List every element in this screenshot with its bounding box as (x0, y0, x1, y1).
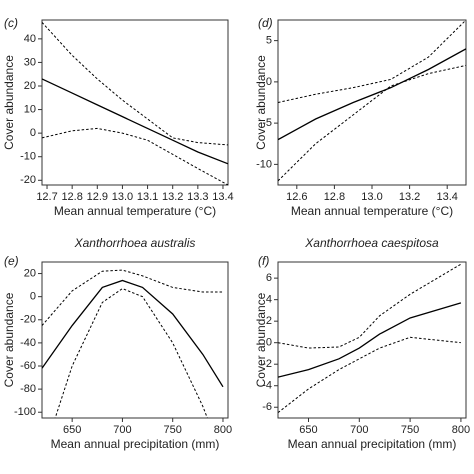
y-tick-label: 4 (266, 294, 272, 306)
fit-line (42, 78, 228, 165)
confidence-line (54, 288, 208, 418)
confidence-line (278, 336, 461, 414)
plot-frame (277, 261, 467, 419)
y-tick-label: 10 (24, 103, 36, 115)
y-tick-label: -5 (262, 117, 272, 129)
y-tick-label: -10 (256, 158, 272, 170)
y-axis-label: Cover abundance (254, 55, 268, 150)
confidence-line (42, 269, 223, 326)
x-tick-label: 700 (350, 424, 368, 436)
y-tick-label: -20 (20, 314, 36, 326)
curves (278, 20, 466, 182)
confidence-line (278, 20, 466, 103)
plot-frame (277, 19, 467, 186)
x-tick-label: 800 (452, 424, 470, 436)
y-tick-label: 40 (24, 33, 36, 45)
confidence-line (42, 22, 228, 146)
y-tick-label: 20 (24, 267, 36, 279)
y-tick-label: 20 (24, 80, 36, 92)
panel-title: Xanthorrhoea australis (74, 236, 196, 250)
panel-label: (c) (4, 16, 18, 30)
x-tick-label: 800 (214, 424, 232, 436)
y-tick-label: 6 (266, 272, 272, 284)
x-tick-label: 13.3 (187, 191, 208, 203)
confidence-line (42, 127, 228, 185)
y-tick-label: -2 (262, 358, 272, 370)
y-axis-label: Cover abundance (254, 292, 268, 387)
x-tick-label: 13.1 (137, 191, 158, 203)
y-tick-label: 0 (30, 127, 36, 139)
confidence-line (278, 263, 462, 349)
x-tick-label: 13.2 (162, 191, 183, 203)
x-tick-label: 12.8 (61, 191, 82, 203)
x-axis-label: Mean annual temperature (°C) (54, 204, 216, 218)
x-tick-label: 12.9 (87, 191, 108, 203)
fit-line (42, 279, 224, 388)
y-tick-label: 0 (266, 76, 272, 88)
curves (42, 269, 224, 418)
y-tick-label: 0 (30, 291, 36, 303)
x-tick-label: 12.6 (286, 191, 307, 203)
y-tick-label: 2 (266, 315, 272, 327)
plot-frame (41, 19, 229, 186)
x-tick-label: 13.4 (212, 191, 233, 203)
y-tick-label: -100 (14, 406, 36, 418)
fit-line (278, 48, 466, 141)
x-tick-label: 13.0 (361, 191, 382, 203)
y-tick-label: -80 (20, 383, 36, 395)
x-tick-label: 700 (113, 424, 131, 436)
x-axis-label: Mean annual precipitation (mm) (51, 437, 220, 451)
y-tick-label: 5 (266, 35, 272, 47)
x-tick-label: 12.7 (36, 191, 57, 203)
x-tick-label: 750 (164, 424, 182, 436)
confidence-line (278, 64, 466, 182)
y-axis-label: Cover abundance (2, 55, 16, 150)
y-tick-label: -10 (20, 151, 36, 163)
x-tick-label: 650 (299, 424, 317, 436)
y-tick-label: -6 (262, 401, 272, 413)
x-tick-label: 650 (63, 424, 81, 436)
y-tick-label: -60 (20, 360, 36, 372)
curves (278, 263, 462, 414)
y-tick-label: -40 (20, 337, 36, 349)
y-tick-label: -4 (262, 380, 272, 392)
curves (42, 22, 228, 185)
plot-frame (41, 261, 229, 419)
x-tick-label: 750 (401, 424, 419, 436)
y-tick-label: -20 (20, 174, 36, 186)
y-tick-label: 30 (24, 56, 36, 68)
x-axis-label: Mean annual temperature (°C) (291, 204, 453, 218)
fit-line (278, 302, 462, 378)
y-axis-label: Cover abundance (2, 292, 16, 387)
panel-label: (d) (258, 16, 273, 30)
x-axis-label: Mean annual precipitation (mm) (288, 437, 457, 451)
panel-title: Xanthorrhoea caespitosa (304, 236, 439, 250)
y-tick-label: 0 (266, 337, 272, 349)
panel-label: (f) (258, 254, 269, 268)
panel-label: (e) (4, 254, 19, 268)
x-tick-label: 13.4 (436, 191, 457, 203)
x-tick-label: 13.0 (112, 191, 133, 203)
x-tick-label: 13.2 (399, 191, 420, 203)
x-tick-label: 12.8 (324, 191, 345, 203)
